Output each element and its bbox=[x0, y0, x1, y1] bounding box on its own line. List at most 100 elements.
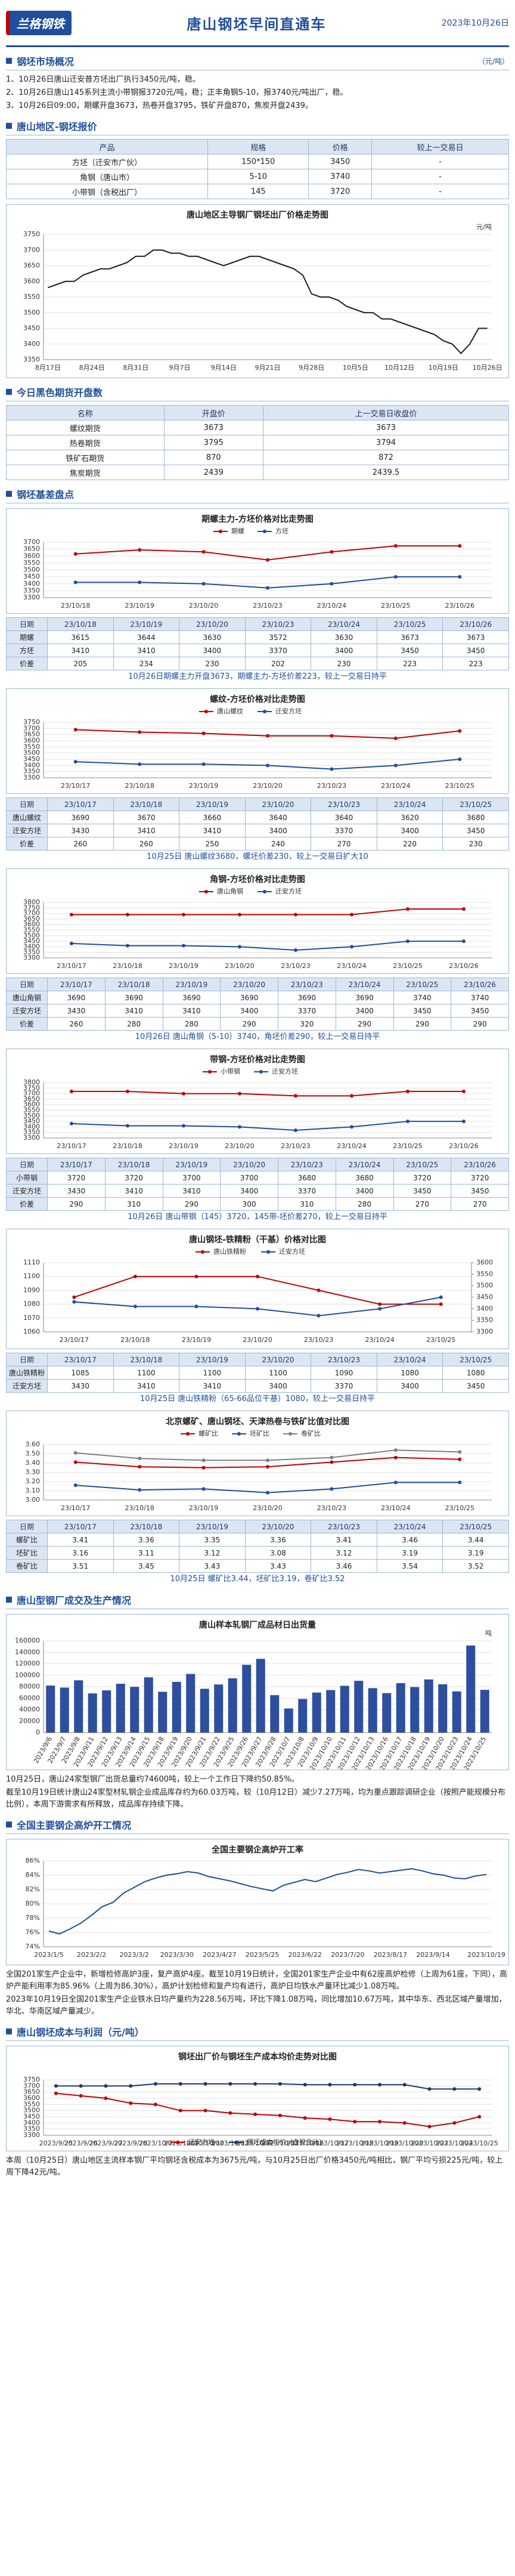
bar bbox=[466, 1645, 476, 1733]
x-tick-label: 23/10/18 bbox=[125, 782, 154, 790]
point bbox=[439, 1295, 443, 1299]
table-cell: 3410 bbox=[104, 1184, 163, 1198]
table-cell: 150*150 bbox=[207, 154, 309, 169]
table-cell: 145 bbox=[207, 184, 309, 199]
legend-marker bbox=[237, 1432, 241, 1436]
point bbox=[201, 550, 206, 554]
x-tick-label: 23/10/23 bbox=[281, 962, 310, 970]
table-cell: 1100 bbox=[179, 1366, 246, 1380]
column-header: 较上一交易日 bbox=[371, 139, 510, 154]
series-line bbox=[55, 2092, 480, 2127]
point bbox=[294, 913, 297, 917]
unit-label: 元/吨 bbox=[476, 223, 492, 231]
y-tick-label: 3550 bbox=[23, 293, 40, 301]
point bbox=[138, 762, 142, 766]
table-cell: 230 bbox=[442, 837, 509, 851]
x-tick-label: 23/10/18 bbox=[113, 962, 142, 970]
point bbox=[238, 1091, 241, 1096]
chart-title: 唐山地区主导钢厂钢坯出厂价格走势图 bbox=[187, 210, 328, 220]
y-tick-label: 3400 bbox=[23, 761, 40, 769]
x-tick-label: 23/10/24 bbox=[317, 602, 346, 610]
table-cell: 260 bbox=[47, 837, 114, 851]
x-tick-label: 8月24日 bbox=[79, 364, 105, 372]
point bbox=[182, 913, 185, 917]
series-line bbox=[72, 908, 464, 916]
section-title: 唐山型钢厂成交及生产情况 bbox=[6, 1592, 131, 1607]
table-cell: 3673 bbox=[262, 420, 510, 435]
table-row: 螺矿比 3.41 3.36 3.35 3.36 3.41 3.46 3.44 bbox=[6, 1533, 509, 1547]
x-tick-label: 23/10/17 bbox=[61, 1504, 90, 1512]
chart-box: 带钢-方坯价格对比走势图 3300 3350 3400 3450 3500 3550 3600… bbox=[6, 1049, 509, 1154]
column-header: 23/10/25 bbox=[393, 1158, 452, 1171]
column-header: 23/10/25 bbox=[393, 978, 452, 991]
y-tick-label: 80% bbox=[26, 1900, 40, 1907]
table-cell: 3700 bbox=[162, 1171, 221, 1185]
table-cell: 3680 bbox=[335, 1171, 394, 1185]
point bbox=[72, 1295, 76, 1299]
x-tick-label: 23/10/23 bbox=[253, 602, 282, 610]
column-header: 23/10/23 bbox=[278, 978, 336, 991]
y-tick-label: 3450 bbox=[23, 2113, 40, 2120]
x-tick-label: 23/10/26 bbox=[449, 962, 478, 970]
table-row: 迁安方坯 3430 3410 3410 3400 3370 3400 3450 bbox=[6, 824, 509, 837]
column-header: 开盘价 bbox=[163, 405, 263, 420]
row-label: 坯矿比 bbox=[6, 1546, 48, 1560]
point bbox=[330, 582, 334, 586]
table-cell: 3.44 bbox=[442, 1533, 509, 1547]
point bbox=[138, 1465, 142, 1469]
table-cell: 3400 bbox=[220, 1004, 278, 1018]
bar bbox=[214, 1684, 224, 1733]
column-header: 23/10/19 bbox=[179, 1353, 246, 1366]
table-row: 角钢（唐山市） 5-10 3740- bbox=[5, 169, 510, 184]
table-cell: 3370 bbox=[311, 1379, 377, 1393]
table-cell: 3400 bbox=[376, 824, 443, 837]
table-cell: 3690 bbox=[220, 991, 278, 1004]
x-tick-label: 23/10/24 bbox=[337, 962, 366, 970]
column-header: 23/10/26 bbox=[451, 978, 509, 991]
bar bbox=[452, 1691, 461, 1733]
row-label: 迁安方坯 bbox=[6, 1379, 48, 1393]
caption: 10月25日 唐山螺纹3680，螺坯价差230，较上一交易日扩大10 bbox=[147, 852, 368, 861]
legend-label: 唐山铁精粉 bbox=[213, 1247, 246, 1255]
x-tick-label: 23/10/19 bbox=[189, 1504, 218, 1512]
bar bbox=[438, 1684, 448, 1733]
section-title: 钢坯市场概况 bbox=[6, 54, 74, 68]
table-cell: 230 bbox=[179, 657, 246, 670]
table-cell: 3430 bbox=[47, 1004, 106, 1018]
y-tick-label: 3450 bbox=[476, 1293, 493, 1301]
x-tick-label: 23/10/25 bbox=[393, 1142, 422, 1150]
x-tick-label: 2023/9/27 bbox=[89, 2139, 122, 2147]
table-header-row: 名称 开盘价 上一交易日收盘价 bbox=[6, 405, 510, 420]
column-header: 23/10/23 bbox=[278, 1158, 336, 1171]
x-tick-label: 10月19日 bbox=[429, 364, 458, 372]
table-cell: 290 bbox=[47, 1197, 106, 1211]
y-tick-label: 3.60 bbox=[26, 1440, 41, 1448]
x-tick-label: 2023/9/26 bbox=[64, 2139, 97, 2147]
point bbox=[138, 580, 142, 585]
table-cell: 3615 bbox=[47, 630, 114, 644]
point bbox=[73, 1460, 77, 1464]
point bbox=[477, 2087, 482, 2091]
point bbox=[378, 2120, 381, 2124]
column-header: 23/10/23 bbox=[311, 1353, 377, 1366]
y-tick-label: 1080 bbox=[23, 1300, 40, 1308]
x-tick-label: 23/10/20 bbox=[253, 782, 282, 790]
series-line bbox=[71, 941, 464, 951]
x-tick-label: 2023/10/19 bbox=[467, 1951, 505, 1959]
table-cell: 3700 bbox=[220, 1171, 278, 1185]
table-cell: 3794 bbox=[262, 435, 510, 450]
table-cell: 3690 bbox=[162, 991, 221, 1004]
table-cell: 3.52 bbox=[442, 1559, 509, 1573]
legend-label: 唐山螺纹 bbox=[217, 707, 243, 715]
table-cell: 3400 bbox=[376, 1379, 443, 1393]
table-cell: 872 bbox=[262, 450, 510, 465]
x-tick-label: 23/10/17 bbox=[57, 1142, 86, 1150]
table-cell: 3720 bbox=[393, 1171, 452, 1185]
bar bbox=[158, 1691, 167, 1733]
column-header: 23/10/23 bbox=[311, 797, 377, 811]
table-row: 迁安方坯 3430 3410 3410 3400 3370 3400 3450 3450 bbox=[6, 1004, 509, 1018]
table-cell: 2439 bbox=[163, 465, 263, 480]
chart-box: 唐山钢坯-铁精粉（干基）价格对比图 1060 1070 1080 1090 1100 111… bbox=[6, 1229, 509, 1349]
table-cell: 3400 bbox=[244, 824, 312, 837]
